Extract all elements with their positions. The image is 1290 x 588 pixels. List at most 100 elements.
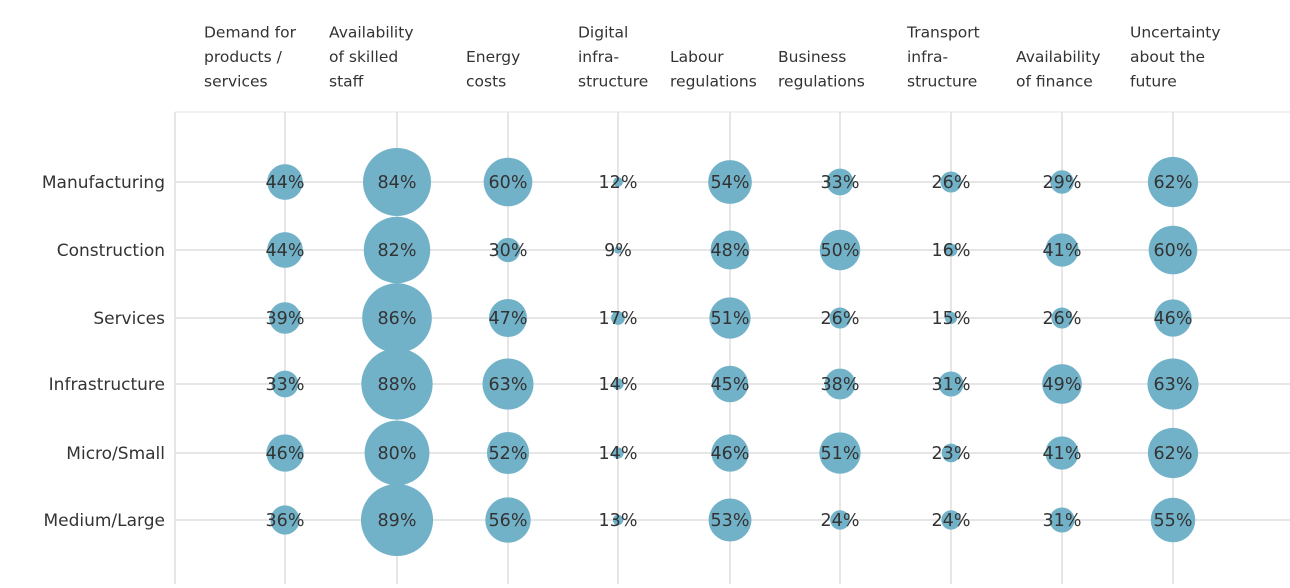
bubble: [482, 358, 534, 410]
value-label: 47%: [489, 309, 528, 329]
column-header: of skilled: [329, 48, 398, 66]
row-label: Services: [93, 309, 165, 329]
bubble: [829, 307, 851, 329]
value-label: 52%: [489, 444, 528, 464]
value-label: 80%: [378, 444, 417, 464]
bubble: [488, 298, 528, 338]
value-label: 14%: [599, 444, 638, 464]
value-label: 62%: [1154, 173, 1193, 193]
value-label: 50%: [821, 241, 860, 261]
bubble: [364, 420, 430, 486]
value-label: 12%: [599, 173, 638, 193]
bubble: [944, 243, 958, 257]
value-label: 63%: [1154, 375, 1193, 395]
value-label: 48%: [711, 241, 750, 261]
column-header: costs: [466, 73, 506, 91]
column-header: structure: [578, 73, 648, 91]
column-header: Availability: [1016, 48, 1101, 66]
value-label: 36%: [266, 511, 305, 531]
bubble: [819, 432, 861, 474]
value-label: 38%: [821, 375, 860, 395]
column-header: infra-: [907, 48, 948, 66]
column-header: Labour: [670, 48, 724, 66]
value-label: 89%: [378, 511, 417, 531]
value-label: 86%: [378, 309, 417, 329]
value-label: 51%: [821, 444, 860, 464]
value-label: 82%: [378, 241, 417, 261]
value-label: 26%: [821, 309, 860, 329]
column-header: staff: [329, 73, 364, 91]
value-label: 44%: [266, 241, 305, 261]
value-label: 30%: [489, 241, 528, 261]
bubble: [1148, 225, 1198, 275]
bubble: [1150, 497, 1196, 543]
column-header: Uncertainty: [1130, 24, 1221, 42]
bubble: [266, 434, 304, 472]
bubble: [1045, 233, 1079, 267]
value-label: 60%: [489, 173, 528, 193]
column-header: Energy: [466, 48, 520, 66]
bubble: [1050, 170, 1074, 194]
column-header: services: [204, 73, 268, 91]
bubble: [940, 171, 962, 193]
value-label: 46%: [266, 444, 305, 464]
value-label: 26%: [1043, 309, 1082, 329]
bubble: [486, 431, 530, 475]
value-label: 84%: [378, 173, 417, 193]
bubble: [361, 348, 433, 420]
row-label: Medium/Large: [43, 511, 165, 531]
bubble: [614, 246, 622, 254]
value-label: 13%: [599, 511, 638, 531]
column-header: Business: [778, 48, 846, 66]
bubble: [1147, 358, 1199, 410]
bubble: [1045, 436, 1079, 470]
value-label: 31%: [932, 375, 971, 395]
column-header: Demand for: [204, 24, 297, 42]
column-header: future: [1130, 73, 1177, 91]
bubble: [944, 311, 958, 325]
value-label: 46%: [711, 444, 750, 464]
column-header: regulations: [670, 73, 757, 91]
bubble: [269, 302, 301, 334]
value-label: 24%: [932, 511, 971, 531]
value-label: 9%: [604, 241, 632, 261]
column-header: of finance: [1016, 73, 1093, 91]
bubble: [495, 237, 521, 263]
column-header: structure: [907, 73, 977, 91]
value-label: 53%: [711, 511, 750, 531]
value-label: 33%: [266, 375, 305, 395]
column-header: infra-: [578, 48, 619, 66]
bubble: [709, 297, 751, 339]
bubble: [613, 177, 623, 187]
column-header: Digital: [578, 24, 628, 42]
column-header: Availability: [329, 24, 414, 42]
value-label: 55%: [1154, 511, 1193, 531]
value-label: 39%: [266, 309, 305, 329]
bubble: [362, 147, 432, 217]
bubble: [1154, 299, 1192, 337]
bubble: [826, 168, 854, 196]
bubble: [362, 283, 432, 353]
value-label: 63%: [489, 375, 528, 395]
bubble: [485, 497, 531, 543]
bubble: [711, 365, 749, 403]
bubble: [1049, 507, 1075, 533]
bubble: [271, 370, 299, 398]
value-label: 45%: [711, 375, 750, 395]
value-label: 24%: [821, 511, 860, 531]
value-label: 29%: [1043, 173, 1082, 193]
bubble: [1051, 307, 1073, 329]
value-label: 41%: [1043, 241, 1082, 261]
value-label: 62%: [1154, 444, 1193, 464]
bubble: [270, 505, 300, 535]
bubble: [611, 311, 625, 325]
value-label: 51%: [711, 309, 750, 329]
bubble: [941, 510, 961, 530]
value-label: 41%: [1043, 444, 1082, 464]
value-label: 17%: [599, 309, 638, 329]
row-label: Manufacturing: [42, 173, 165, 193]
bubble: [483, 157, 533, 207]
value-label: 16%: [932, 241, 971, 261]
bubble: [824, 368, 856, 400]
